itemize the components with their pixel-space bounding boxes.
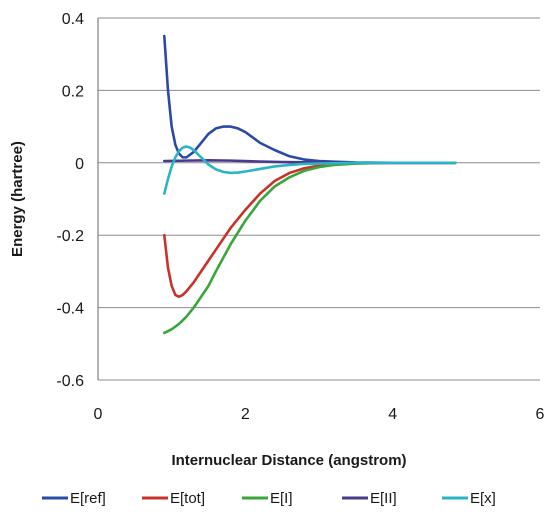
series-line-0 (164, 36, 455, 163)
y-tick-label: -0.2 (56, 228, 84, 245)
y-tick-label: 0 (75, 156, 84, 173)
y-tick-labels: 0.4 0.2 0 -0.2 -0.4 -0.6 (56, 11, 84, 390)
legend-label: E[tot] (170, 490, 205, 507)
y-tick-label: 0.4 (62, 11, 84, 28)
x-axis-title: Internuclear Distance (angstrom) (171, 452, 406, 469)
legend: E[ref] E[tot] E[I] E[II] E[x] (42, 490, 496, 507)
series-line-1 (164, 163, 455, 297)
legend-label: E[I] (270, 490, 293, 507)
legend-label: E[x] (470, 490, 496, 507)
x-tick-label: 4 (388, 406, 397, 423)
legend-label: E[II] (370, 490, 397, 507)
x-tick-label: 2 (241, 406, 250, 423)
y-axis-title: Energy (hartree) (9, 141, 26, 257)
x-tick-labels: 0 2 4 6 (94, 406, 545, 423)
y-tick-label: -0.4 (56, 301, 84, 318)
series-lines (164, 36, 455, 333)
y-tick-label: 0.2 (62, 83, 84, 100)
y-tick-label: -0.6 (56, 373, 84, 390)
gridlines (98, 18, 540, 380)
x-tick-label: 6 (536, 406, 545, 423)
legend-label: E[ref] (70, 490, 106, 507)
x-tick-label: 0 (94, 406, 103, 423)
